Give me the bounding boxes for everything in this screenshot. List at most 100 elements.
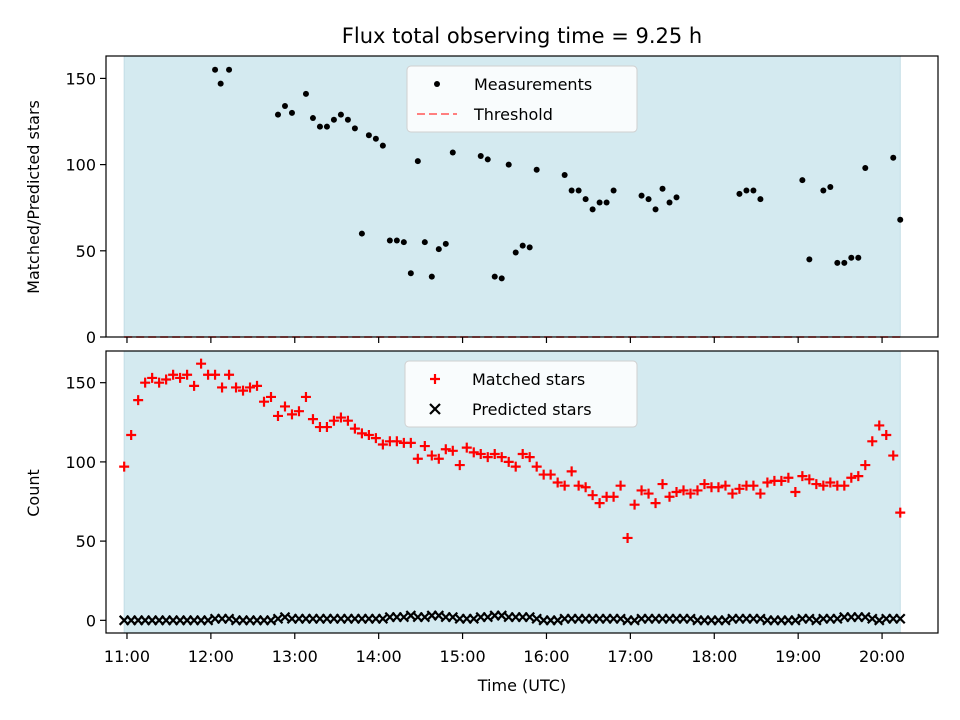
data-point [426, 450, 437, 461]
data-point [853, 471, 864, 482]
data-point [498, 275, 505, 282]
data-point [804, 474, 815, 485]
data-point [862, 165, 869, 172]
data-point [161, 374, 172, 385]
legend-marker-plus [430, 374, 440, 384]
data-point [881, 429, 892, 440]
data-point [671, 487, 682, 497]
data-point [776, 475, 787, 486]
data-point [566, 466, 577, 477]
bottom-x-tick-label: 17:00 [607, 647, 653, 666]
data-point [168, 369, 179, 380]
data-point [140, 377, 151, 388]
data-point [447, 445, 458, 456]
data-point [302, 90, 309, 97]
data-point [559, 480, 570, 491]
data-point [259, 396, 270, 407]
data-point [433, 453, 444, 464]
data-point [377, 439, 388, 450]
data-point [582, 196, 589, 203]
data-point [519, 242, 526, 249]
data-point [636, 485, 647, 496]
data-point [533, 166, 540, 173]
data-point [119, 461, 130, 472]
data-point [834, 259, 841, 266]
data-point [279, 401, 290, 412]
data-point [503, 456, 514, 467]
data-point [825, 477, 836, 488]
data-point [393, 237, 400, 244]
data-point [288, 109, 295, 116]
data-point [196, 358, 207, 369]
data-point [580, 482, 591, 493]
data-point [468, 447, 479, 458]
bottom-x-tick-label: 20:00 [859, 647, 905, 666]
data-point [638, 192, 645, 199]
bottom-y-axis-label: Count [24, 469, 43, 517]
bottom-x-tick-label: 15:00 [440, 647, 486, 666]
data-point [442, 240, 449, 247]
data-point [328, 415, 339, 426]
legend-label: Predicted stars [472, 400, 592, 419]
data-point [226, 66, 233, 73]
data-point [147, 372, 158, 383]
data-point [561, 171, 568, 178]
data-point [895, 507, 906, 518]
data-point [678, 485, 689, 496]
bottom-x-tick-label: 11:00 [104, 647, 150, 666]
bottom-x-tick-label: 18:00 [691, 647, 737, 666]
data-point [266, 391, 277, 402]
data-point [212, 66, 219, 73]
data-point [643, 488, 654, 499]
data-point [356, 428, 367, 439]
data-point [755, 488, 766, 499]
data-point [736, 190, 743, 197]
data-point [743, 187, 750, 194]
data-point [512, 249, 519, 256]
data-point [575, 187, 582, 194]
data-point [491, 273, 498, 280]
data-point [727, 488, 738, 499]
data-point [587, 490, 598, 501]
legend-box [406, 65, 638, 133]
bottom-y-tick-label: 150 [65, 374, 96, 393]
legend-box [404, 360, 638, 428]
data-point [300, 391, 311, 402]
data-point [629, 499, 640, 510]
data-point [762, 477, 773, 488]
data-point [848, 254, 855, 261]
data-point [510, 461, 521, 472]
top-axes-frame [105, 55, 939, 338]
data-point [790, 487, 801, 497]
data-point [482, 452, 493, 463]
data-point [370, 433, 381, 444]
data-point [126, 429, 137, 440]
top-y-axis-label: Matched/Predicted stars [24, 100, 43, 294]
bottom-series-predicted-stars [118, 610, 906, 626]
data-point [894, 613, 906, 625]
data-point [379, 142, 386, 149]
bottom-legend: Matched stars Predicted stars [404, 360, 638, 428]
data-point [405, 437, 416, 448]
top-y-tick-label: 100 [65, 156, 96, 175]
bottom-x-tick-label: 14:00 [356, 647, 402, 666]
legend-marker-x [429, 403, 441, 415]
data-point [454, 460, 465, 471]
top-y-tick-label: 150 [65, 69, 96, 88]
data-point [349, 423, 360, 434]
top-legend: Measurements Threshold [406, 65, 638, 133]
data-point [449, 149, 456, 156]
data-point [846, 472, 857, 483]
data-point [783, 472, 794, 483]
data-point [344, 116, 351, 123]
data-point [659, 185, 666, 192]
data-point [692, 485, 703, 496]
data-point [594, 498, 605, 509]
data-point [615, 480, 626, 491]
data-point [797, 471, 808, 482]
data-point [531, 461, 542, 472]
legend-label: Threshold [473, 105, 553, 124]
data-point [407, 270, 414, 277]
top-series-measurements [212, 66, 904, 282]
